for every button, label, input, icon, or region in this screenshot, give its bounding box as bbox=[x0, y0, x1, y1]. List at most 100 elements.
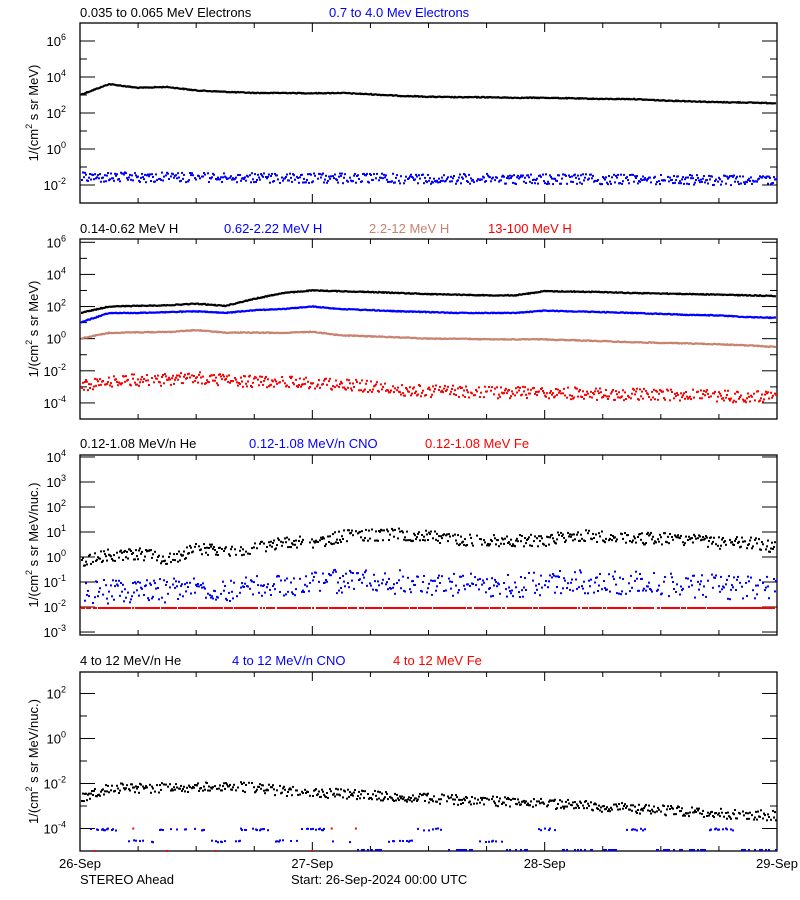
data-point bbox=[187, 791, 189, 793]
data-point bbox=[281, 791, 283, 794]
plot-frame bbox=[79, 671, 778, 852]
data-point bbox=[334, 531, 336, 534]
data-point bbox=[455, 394, 457, 396]
data-point bbox=[483, 539, 485, 542]
data-point bbox=[546, 183, 548, 185]
data-point bbox=[414, 584, 416, 586]
data-point bbox=[407, 576, 409, 579]
data-point bbox=[318, 379, 320, 382]
data-point bbox=[338, 175, 340, 178]
data-point bbox=[739, 581, 741, 584]
data-point bbox=[232, 177, 234, 180]
data-point bbox=[217, 384, 219, 387]
data-point bbox=[350, 794, 352, 797]
data-point bbox=[616, 592, 618, 595]
data-point bbox=[580, 174, 582, 177]
data-point bbox=[466, 389, 468, 392]
data-point bbox=[656, 810, 658, 813]
data-point bbox=[580, 849, 582, 851]
data-point bbox=[384, 176, 386, 179]
data-point bbox=[361, 849, 363, 851]
data-point bbox=[409, 839, 411, 842]
data-point bbox=[100, 383, 102, 386]
data-point bbox=[715, 178, 717, 181]
data-point bbox=[229, 607, 231, 609]
data-point bbox=[726, 578, 728, 581]
data-point bbox=[516, 803, 518, 806]
data-point bbox=[718, 585, 720, 588]
data-point bbox=[439, 582, 441, 584]
data-point bbox=[586, 390, 588, 393]
data-point bbox=[604, 394, 606, 397]
data-point bbox=[393, 800, 395, 802]
data-point bbox=[569, 588, 571, 591]
data-point bbox=[574, 538, 576, 541]
data-point bbox=[357, 849, 359, 851]
data-point bbox=[115, 378, 117, 381]
data-point bbox=[757, 390, 759, 393]
data-point bbox=[311, 850, 314, 852]
data-point bbox=[428, 179, 430, 182]
data-point bbox=[155, 173, 157, 176]
data-point bbox=[289, 375, 291, 378]
data-point bbox=[710, 536, 712, 539]
data-point bbox=[461, 798, 463, 801]
data-point bbox=[608, 573, 610, 576]
data-point bbox=[640, 538, 642, 541]
data-point bbox=[423, 829, 425, 832]
data-point bbox=[393, 391, 395, 394]
data-point bbox=[619, 808, 621, 811]
data-point bbox=[421, 590, 423, 593]
data-point bbox=[127, 378, 129, 381]
data-point bbox=[621, 802, 623, 805]
data-point bbox=[315, 788, 317, 791]
data-point bbox=[492, 594, 494, 597]
data-point bbox=[691, 537, 693, 540]
data-point bbox=[400, 797, 402, 800]
data-point bbox=[364, 790, 366, 793]
data-point bbox=[540, 797, 542, 800]
legend-label: 0.7 to 4.0 Mev Electrons bbox=[329, 5, 470, 20]
data-point bbox=[145, 379, 147, 382]
data-point bbox=[203, 586, 205, 589]
data-point bbox=[158, 598, 160, 601]
data-point bbox=[672, 807, 674, 810]
data-point bbox=[117, 584, 119, 587]
data-point bbox=[258, 786, 260, 788]
data-point bbox=[340, 587, 342, 589]
y-tick-label: 103 bbox=[47, 473, 66, 490]
data-point bbox=[92, 794, 94, 796]
data-point bbox=[708, 174, 710, 177]
data-point bbox=[198, 175, 200, 178]
data-point bbox=[644, 177, 646, 180]
data-point bbox=[124, 380, 126, 383]
data-point bbox=[481, 543, 483, 546]
data-point bbox=[454, 389, 456, 392]
data-point bbox=[160, 384, 162, 387]
data-point bbox=[560, 182, 562, 185]
data-point bbox=[150, 791, 152, 794]
data-point bbox=[358, 389, 360, 392]
data-point bbox=[527, 174, 529, 177]
data-point bbox=[505, 804, 507, 807]
data-point bbox=[634, 537, 636, 540]
data-point bbox=[162, 179, 164, 182]
data-point bbox=[345, 388, 347, 391]
data-point bbox=[759, 849, 761, 851]
data-point bbox=[571, 394, 573, 397]
data-point bbox=[585, 393, 587, 396]
data-point bbox=[713, 607, 715, 609]
data-point bbox=[260, 607, 262, 609]
data-point bbox=[90, 383, 92, 386]
data-point bbox=[372, 607, 374, 609]
data-point bbox=[183, 173, 185, 176]
data-point bbox=[133, 373, 135, 376]
data-point bbox=[631, 586, 633, 589]
data-point bbox=[369, 389, 371, 392]
data-point bbox=[533, 798, 535, 801]
data-point bbox=[389, 533, 391, 536]
data-point bbox=[214, 549, 216, 551]
data-point bbox=[87, 179, 89, 182]
data-point bbox=[260, 173, 262, 176]
data-point bbox=[145, 549, 147, 551]
